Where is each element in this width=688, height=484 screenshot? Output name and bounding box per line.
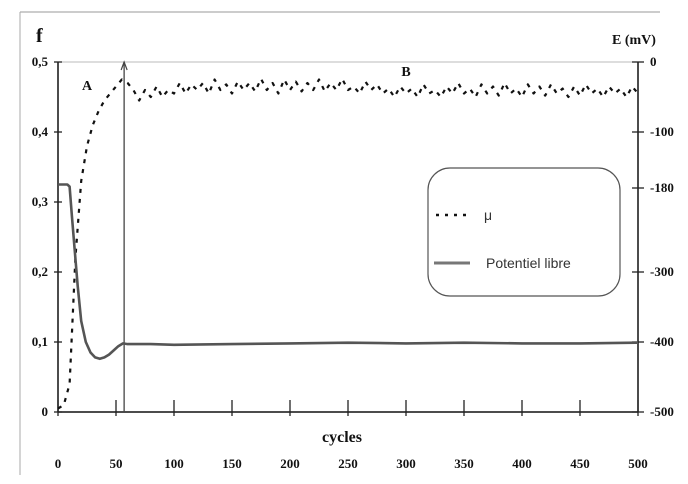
legend: μ Potentiel libre bbox=[427, 167, 621, 297]
y-right-axis-label: E (mV) bbox=[612, 33, 656, 48]
annotations: AB bbox=[82, 65, 411, 94]
legend-potentiel-label: Potentiel libre bbox=[486, 255, 571, 271]
x-axis-label: cycles bbox=[322, 429, 362, 446]
y-right-tick-label-5: -500 bbox=[650, 404, 674, 419]
y-left-tick-label-2: 0,2 bbox=[32, 264, 48, 279]
series-line-mu bbox=[57, 77, 639, 410]
x-tick-label-450: 450 bbox=[570, 456, 590, 471]
series-layer bbox=[57, 77, 639, 410]
x-tick-label-150: 150 bbox=[222, 456, 242, 471]
x-tick-label-200: 200 bbox=[280, 456, 300, 471]
y-left-tick-label-4: 0,4 bbox=[32, 124, 49, 139]
x-tick-label-300: 300 bbox=[396, 456, 416, 471]
x-tick-label-500: 500 bbox=[628, 456, 648, 471]
y-right-tick-label-4: -400 bbox=[650, 334, 674, 349]
x-tick-label-250: 250 bbox=[338, 456, 358, 471]
y-right-tick-label-0: 0 bbox=[650, 54, 657, 69]
phase-label-a: A bbox=[82, 79, 93, 94]
y-left-tick-label-5: 0,5 bbox=[32, 54, 49, 69]
legend-mu-label: μ bbox=[484, 207, 492, 223]
x-tick-label-100: 100 bbox=[164, 456, 184, 471]
ticks: 0 50 100 150 200 250 300 350 400 450 500 0 0,1 0,2 0,3… bbox=[32, 54, 674, 471]
y-left-tick-label-3: 0,3 bbox=[32, 194, 49, 209]
y-left-axis-label: f bbox=[36, 25, 43, 47]
x-tick-label-0: 0 bbox=[55, 456, 62, 471]
y-right-tick-label-3: -300 bbox=[650, 264, 674, 279]
phase-divider-arrow bbox=[120, 60, 128, 71]
y-right-tick-label-2: -180 bbox=[650, 180, 674, 195]
y-left-tick-label-0: 0 bbox=[42, 404, 49, 419]
x-tick-label-400: 400 bbox=[512, 456, 532, 471]
legend-box bbox=[427, 167, 621, 297]
y-right-tick-label-1: -100 bbox=[650, 124, 674, 139]
x-tick-label-50: 50 bbox=[110, 456, 123, 471]
y-left-tick-label-1: 0,1 bbox=[32, 334, 48, 349]
x-tick-label-350: 350 bbox=[454, 456, 474, 471]
phase-label-b: B bbox=[401, 65, 410, 80]
series-line-potentiel-libre bbox=[58, 183, 639, 361]
